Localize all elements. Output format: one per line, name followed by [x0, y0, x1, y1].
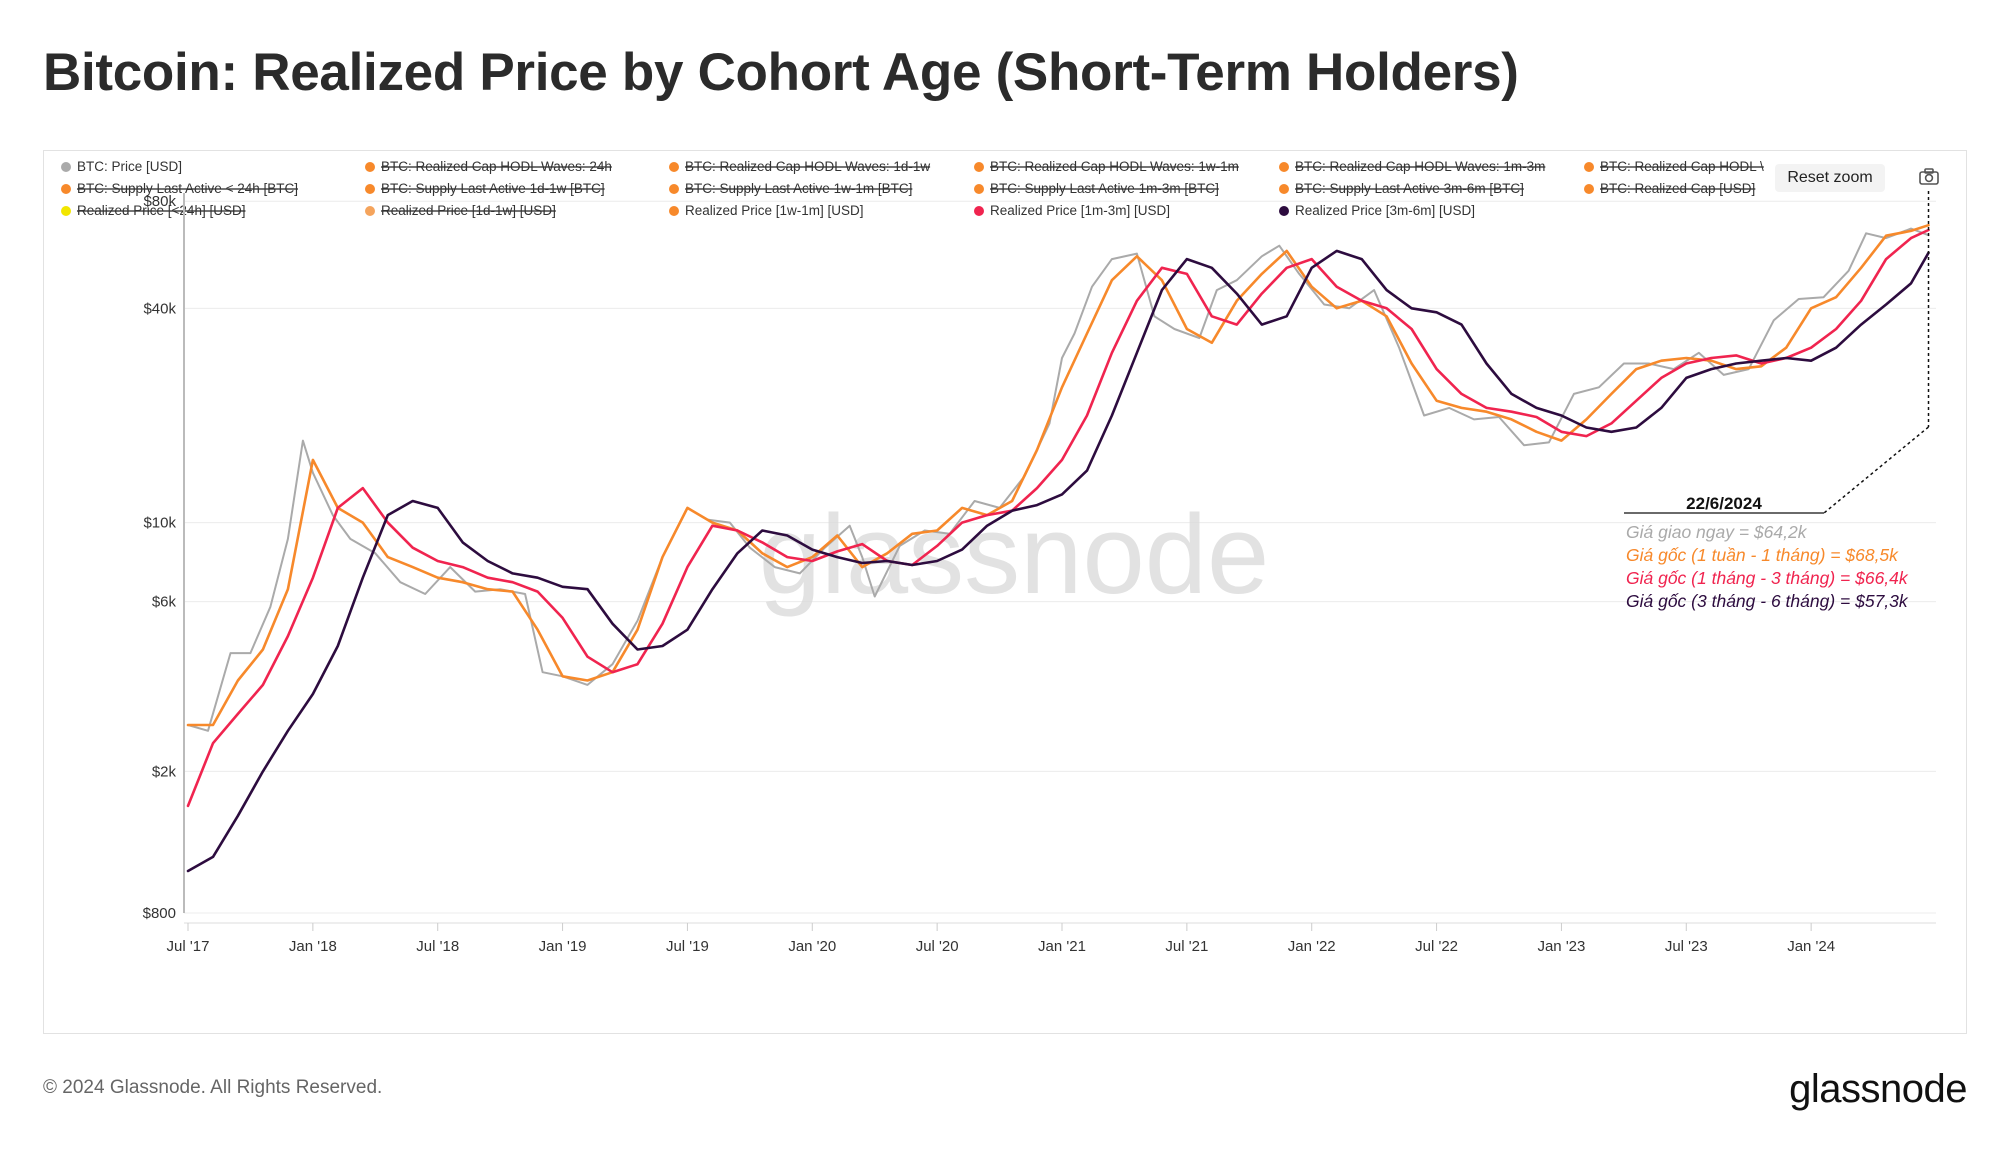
- x-tick-label: Jan '19: [539, 938, 587, 955]
- y-tick-label: $40k: [143, 300, 176, 317]
- legend: BTC: Price [USD] BTC: Realized Cap HODL W…: [61, 159, 1764, 218]
- copyright-footer: © 2024 Glassnode. All Rights Reserved.: [43, 1077, 383, 1098]
- x-tick-label: Jan '20: [788, 938, 836, 955]
- x-tick-label: Jan '22: [1288, 938, 1336, 955]
- x-tick-label: Jul '21: [1165, 938, 1208, 955]
- x-tick-label: Jul '22: [1415, 938, 1458, 955]
- legend-label: Realized Price [3m-6m] [USD]: [1295, 203, 1475, 218]
- legend-item[interactable]: BTC: Realized Cap HODL Waves: 24h: [365, 159, 612, 174]
- series-line: [186, 223, 1930, 727]
- legend-label: BTC: Realized Cap HODL \: [1600, 159, 1764, 174]
- legend-label: BTC: Price [USD]: [77, 159, 182, 174]
- legend-item[interactable]: BTC: Supply Last Active 3m-6m [BTC]: [1279, 181, 1524, 196]
- legend-marker: [974, 184, 984, 194]
- annotation-line-text: Giá gốc (1 tuần - 1 tháng) = $68,5k: [1626, 545, 1899, 565]
- legend-item[interactable]: Realized Price [1w-1m] [USD]: [669, 203, 864, 218]
- x-tick-label: Jul '20: [916, 938, 959, 955]
- brand-logo: glassnode: [1789, 1067, 1967, 1111]
- y-tick-label: $6k: [152, 594, 177, 611]
- watermark-text: glassnode: [759, 492, 1270, 617]
- chart-panel: BTC: Price [USD] BTC: Realized Cap HODL W…: [43, 150, 1967, 1034]
- legend-marker: [1584, 184, 1594, 194]
- legend-item[interactable]: BTC: Realized Cap HODL Waves: 1w-1m: [974, 159, 1239, 174]
- legend-label: BTC: Realized Cap HODL Waves: 1m-3m: [1295, 159, 1545, 174]
- legend-label: BTC: Supply Last Active < 24h [BTC]: [77, 181, 298, 196]
- legend-marker: [365, 162, 375, 172]
- page-title: Bitcoin: Realized Price by Cohort Age (S…: [43, 43, 1519, 102]
- legend-label: BTC: Supply Last Active 1m-3m [BTC]: [990, 181, 1219, 196]
- legend-label: Realized Price [1m-3m] [USD]: [990, 203, 1170, 218]
- legend-item[interactable]: Realized Price [1m-3m] [USD]: [974, 203, 1170, 218]
- legend-item[interactable]: Realized Price [<24h] [USD]: [61, 203, 245, 218]
- grid: [183, 193, 1936, 914]
- legend-marker: [61, 162, 71, 172]
- legend-label: BTC: Supply Last Active 1w-1m [BTC]: [685, 181, 912, 196]
- annotation-line-text: Giá gốc (1 tháng - 3 tháng) = $66,4k: [1626, 568, 1909, 588]
- y-tick-label: $800: [143, 905, 176, 922]
- legend-label: BTC: Realized Cap HODL Waves: 1w-1m: [990, 159, 1239, 174]
- x-tick-label: Jul '18: [416, 938, 459, 955]
- legend-marker: [1584, 162, 1594, 172]
- x-tick-label: Jul '19: [666, 938, 709, 955]
- legend-item[interactable]: BTC: Supply Last Active < 24h [BTC]: [61, 181, 298, 196]
- x-tick-label: Jan '18: [289, 938, 337, 955]
- legend-item[interactable]: BTC: Supply Last Active 1w-1m [BTC]: [669, 181, 912, 196]
- legend-label: Realized Price [1w-1m] [USD]: [685, 203, 864, 218]
- reset-zoom-button[interactable]: Reset zoom: [1775, 164, 1885, 192]
- annotation: 22/6/2024 Giá giao ngay = $64,2k Giá gốc (…: [1624, 191, 1930, 611]
- x-tick-label: Jan '24: [1787, 938, 1835, 955]
- legend-marker: [1279, 206, 1289, 216]
- legend-item[interactable]: BTC: Realized Cap HODL Waves: 1m-3m: [1279, 159, 1545, 174]
- legend-label: Realized Price [<24h] [USD]: [77, 203, 245, 218]
- legend-label: BTC: Realized Cap HODL Waves: 24h: [381, 159, 612, 174]
- x-tick-label: Jul '23: [1665, 938, 1708, 955]
- legend-item[interactable]: BTC: Realized Cap HODL Waves: 1d-1w: [669, 159, 930, 174]
- y-tick-label: $2k: [152, 763, 177, 780]
- series-line: [187, 227, 1930, 732]
- axes: $80k $40k $10k $6k $2k $800 Jul '17 Jan '18 Jul …: [143, 193, 1936, 955]
- annotation-line-text: Giá giao ngay = $64,2k: [1626, 522, 1808, 542]
- legend-marker: [669, 206, 679, 216]
- legend-item[interactable]: Realized Price [1d-1w] [USD]: [365, 203, 556, 218]
- legend-marker: [1279, 184, 1289, 194]
- legend-label: BTC: Realized Cap HODL Waves: 1d-1w: [685, 159, 930, 174]
- legend-label: BTC: Realized Cap [USD]: [1600, 181, 1755, 196]
- legend-label: Realized Price [1d-1w] [USD]: [381, 203, 556, 218]
- legend-marker: [365, 206, 375, 216]
- series-line: [186, 228, 1930, 808]
- chart-svg: BTC: Price [USD] BTC: Realized Cap HODL W…: [61, 159, 1936, 955]
- y-tick-label: $10k: [143, 515, 176, 532]
- series-line: [186, 249, 1930, 873]
- legend-item[interactable]: BTC: Realized Cap HODL \: [1584, 159, 1764, 174]
- legend-marker: [974, 206, 984, 216]
- legend-marker: [1279, 162, 1289, 172]
- legend-label: BTC: Supply Last Active 3m-6m [BTC]: [1295, 181, 1524, 196]
- annotation-line-text: Giá gốc (3 tháng - 6 tháng) = $57,3k: [1626, 591, 1909, 611]
- legend-item[interactable]: BTC: Realized Cap [USD]: [1584, 181, 1755, 196]
- legend-marker: [365, 184, 375, 194]
- series: [186, 223, 1930, 873]
- legend-item[interactable]: Realized Price [3m-6m] [USD]: [1279, 203, 1475, 218]
- legend-marker: [669, 162, 679, 172]
- legend-label: BTC: Supply Last Active 1d-1w [BTC]: [381, 181, 605, 196]
- legend-marker: [61, 184, 71, 194]
- camera-icon[interactable]: [1918, 167, 1940, 187]
- legend-item[interactable]: BTC: Supply Last Active 1m-3m [BTC]: [974, 181, 1219, 196]
- annotation-leader: [1823, 426, 1929, 514]
- x-tick-label: Jul '17: [167, 938, 210, 955]
- legend-marker: [61, 206, 71, 216]
- y-tick-label: $80k: [143, 193, 176, 210]
- annotation-date: 22/6/2024: [1686, 494, 1762, 513]
- legend-item[interactable]: BTC: Price [USD]: [61, 159, 182, 174]
- camera-icon-svg: [1919, 168, 1939, 185]
- x-tick-label: Jan '23: [1537, 938, 1585, 955]
- legend-marker: [669, 184, 679, 194]
- legend-marker: [974, 162, 984, 172]
- x-tick-label: Jan '21: [1038, 938, 1086, 955]
- legend-item[interactable]: BTC: Supply Last Active 1d-1w [BTC]: [365, 181, 605, 196]
